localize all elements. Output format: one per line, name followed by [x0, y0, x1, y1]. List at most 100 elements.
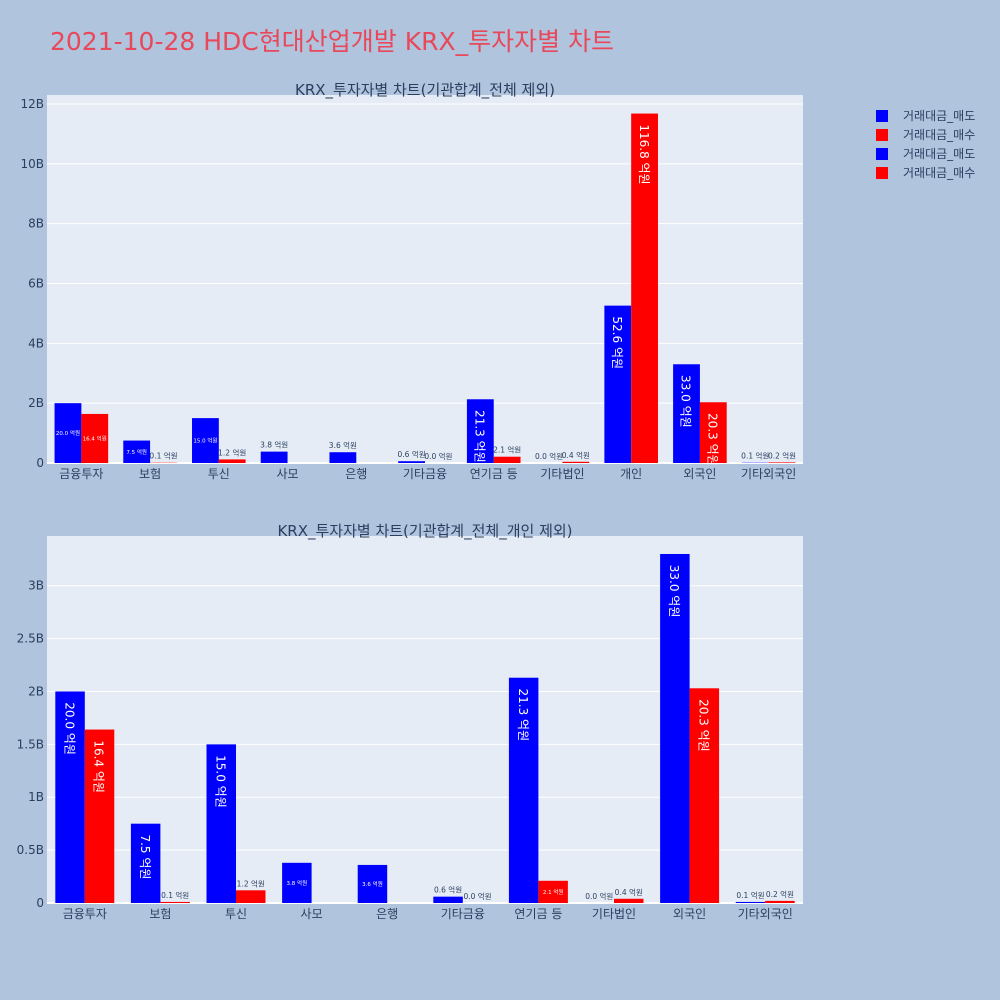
bar-sell: [123, 440, 151, 463]
bar-value-label: 15.0 억원: [193, 437, 217, 445]
legend-item-buy-2[interactable]: 거래대금_매수: [876, 163, 975, 182]
bar-value-label: 15.0 억원: [213, 755, 227, 808]
legend[interactable]: 거래대금_매도 거래대금_매수 거래대금_매도 거래대금_매수: [876, 106, 975, 182]
bar-value-label: 20.3 억원: [706, 413, 720, 466]
bar-sell: [466, 399, 494, 463]
subplot-title: KRX_투자자별 차트(기관합계_전체_개인 제외): [277, 522, 572, 541]
bar-buy: [699, 402, 727, 463]
bar-sell: [192, 418, 219, 463]
legend-swatch: [876, 147, 888, 160]
x-tick-label: 기타금융: [403, 467, 447, 481]
subplot-title: KRX_투자자별 차트(기관합계_전체 제외): [295, 81, 555, 100]
y-tick-label: 10B: [20, 157, 44, 171]
bar-value-label: 33.0 억원: [667, 565, 681, 618]
bar-value-label: 7.5 억원: [126, 448, 147, 456]
bar-sell: [329, 452, 357, 463]
bar-value-label: 0.1 억원: [149, 452, 177, 461]
bar-sell: [55, 691, 85, 903]
bar-value-label: 0.1 억원: [161, 891, 189, 900]
bar-value-label: 20.0 억원: [62, 702, 76, 755]
x-tick-label: 기타금융: [441, 907, 485, 921]
bar-buy: [689, 688, 720, 903]
y-tick-label: 2B: [28, 396, 44, 410]
bar-value-label: 3.6 억원: [329, 441, 357, 450]
bar-value-label: 3.6 억원: [362, 880, 383, 888]
legend-label: 거래대금_매도: [903, 147, 976, 161]
bar-buy: [493, 456, 521, 463]
bar-value-label: 1.2 억원: [237, 879, 265, 888]
bar-buy: [631, 113, 658, 463]
bar-value-label: 0.4 억원: [615, 888, 643, 897]
bar-value-label: 0.2 억원: [768, 451, 796, 460]
x-tick-label: 연기금 등: [514, 907, 562, 921]
bar-value-label: 0.4 억원: [562, 451, 590, 460]
x-tick-label: 기타외국인: [738, 907, 793, 921]
bar-sell: [508, 677, 539, 903]
bar-sell: [130, 823, 161, 903]
legend-swatch: [876, 128, 888, 141]
y-tick-label: 1B: [28, 790, 44, 804]
bar-value-label: 2.1 억원: [543, 888, 564, 896]
bar-buy: [768, 462, 796, 463]
x-tick-label: 연기금 등: [470, 467, 518, 481]
bar-sell: [660, 553, 690, 903]
bar-sell: [282, 862, 312, 903]
y-tick-label: 8B: [28, 217, 44, 231]
bar-sell: [206, 744, 236, 903]
bar-value-label: 0.6 억원: [398, 450, 426, 459]
bar-value-label: 52.6 억원: [610, 316, 624, 369]
x-tick-label: 기타법인: [540, 467, 584, 481]
bar-buy: [84, 729, 115, 903]
bar-value-label: 7.5 억원: [138, 834, 152, 879]
bar-sell: [54, 403, 82, 463]
bar-value-label: 20.3 억원: [697, 699, 711, 752]
bar-value-label: 3.8 억원: [260, 441, 288, 450]
x-tick-label: 기타외국인: [741, 467, 796, 481]
bar-value-label: 21.3 억원: [516, 689, 530, 742]
bar-value-label: 3.8 억원: [287, 879, 308, 887]
x-tick-label: 금융투자: [63, 907, 107, 921]
bar-buy: [160, 901, 190, 903]
y-tick-label: 1.5B: [17, 737, 44, 751]
bar-sell: [357, 864, 388, 903]
legend-swatch: [876, 166, 888, 179]
legend-item-sell-2[interactable]: 거래대금_매도: [876, 144, 975, 163]
legend-item-buy-1[interactable]: 거래대금_매수: [876, 125, 975, 144]
x-tick-label: 투신: [225, 907, 247, 921]
bar-value-label: 16.4 억원: [83, 434, 107, 442]
legend-label: 거래대금_매도: [903, 109, 976, 123]
bar-buy: [218, 459, 246, 463]
bar-value-label: 16.4 억원: [92, 740, 106, 793]
bar-buy: [614, 898, 644, 903]
x-tick-label: 보험: [139, 467, 161, 481]
x-tick-label: 은행: [345, 466, 367, 481]
x-tick-label: 외국인: [683, 467, 716, 481]
legend-item-sell-1[interactable]: 거래대금_매도: [876, 106, 975, 125]
x-tick-label: 사모: [276, 467, 298, 481]
bar-value-label: 21.3 억원: [473, 410, 487, 463]
y-tick-label: 3B: [28, 579, 44, 593]
bar-value-label: 0.0 억원: [585, 892, 613, 901]
bar-buy: [81, 413, 109, 463]
bar-value-label: 0.6 억원: [434, 886, 462, 895]
bar-value-label: 0.0 억원: [424, 452, 452, 461]
page-title: 2021-10-28 HDC현대산업개발 KRX_투자자별 차트: [50, 27, 615, 56]
y-tick-label: 0: [36, 896, 44, 910]
bar-sell: [398, 461, 425, 463]
bar-value-label: 0.1 억원: [736, 891, 764, 900]
bar-value-label: 0.0 억원: [463, 892, 491, 901]
bar-value-label: 0.2 억원: [766, 890, 794, 899]
y-tick-label: 2.5B: [17, 632, 44, 646]
bar-sell: [260, 451, 288, 463]
bar-value-label: 0.1 억원: [741, 452, 769, 461]
bar-value-label: 2.1 억원: [493, 446, 521, 455]
bar-value-label: 0.0 억원: [535, 452, 563, 461]
bar-buy: [236, 890, 266, 903]
legend-label: 거래대금_매수: [903, 166, 976, 180]
legend-swatch: [876, 109, 888, 122]
legend-label: 거래대금_매수: [903, 128, 976, 142]
x-tick-label: 투신: [208, 467, 230, 481]
y-tick-label: 12B: [20, 97, 44, 111]
bar-sell: [604, 305, 632, 463]
